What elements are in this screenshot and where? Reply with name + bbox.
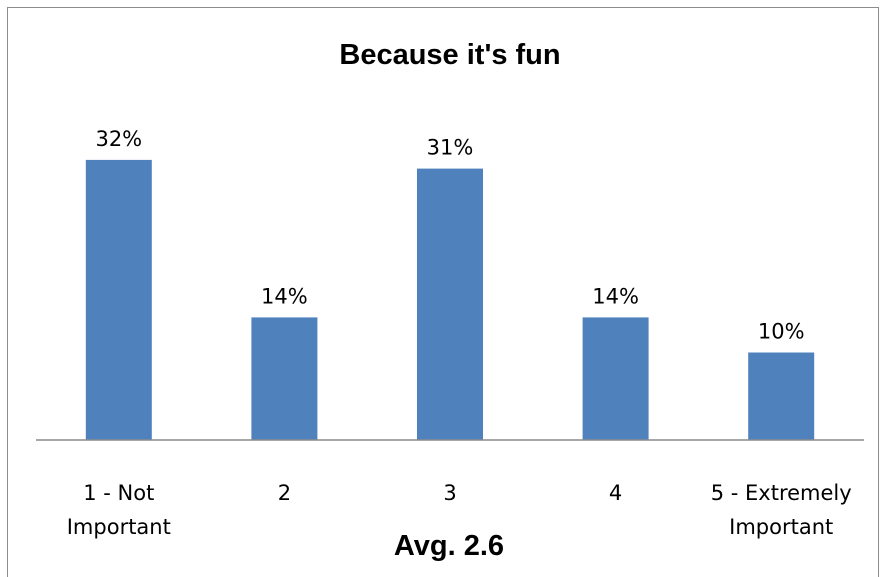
- average-label: Avg. 2.6: [394, 530, 504, 562]
- x-tick-label-5-line-2: Important: [729, 515, 833, 539]
- x-tick-label-4: 4: [609, 481, 622, 505]
- data-label-4: 14%: [592, 284, 639, 308]
- bar-1: [85, 159, 152, 440]
- data-labels-group: 32% 14% 31% 14% 10%: [95, 127, 804, 344]
- chart-title: Because it's fun: [339, 39, 560, 71]
- bar-2: [251, 317, 318, 440]
- data-label-5: 10%: [758, 320, 805, 344]
- bars-group: [85, 159, 815, 440]
- x-tick-labels-group: 1 - Not Important 2 3 4 5 - Extremely Importan…: [67, 481, 852, 539]
- bar-5: [748, 352, 815, 440]
- bar-4: [582, 317, 649, 440]
- data-label-1: 32%: [95, 127, 142, 151]
- x-tick-label-3: 3: [443, 481, 456, 505]
- x-tick-label-1-line-2: Important: [67, 515, 171, 539]
- x-tick-label-1-line-1: 1 - Not: [83, 481, 154, 505]
- data-label-3: 31%: [427, 136, 474, 160]
- data-label-2: 14%: [261, 284, 308, 308]
- x-tick-label-5-line-1: 5 - Extremely: [711, 481, 852, 505]
- bar-3: [417, 168, 483, 440]
- x-tick-label-2: 2: [278, 481, 291, 505]
